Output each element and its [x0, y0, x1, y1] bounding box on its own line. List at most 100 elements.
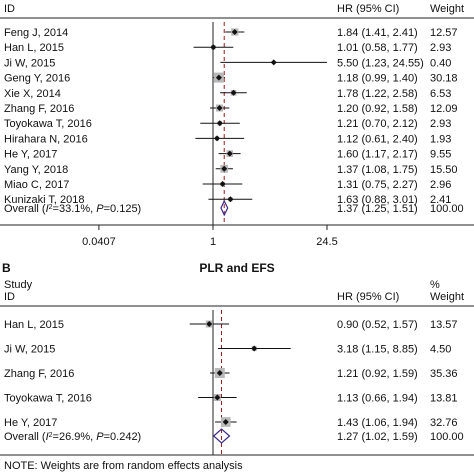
- panel-a-x-axis: 0.0407 1 24.5: [82, 224, 338, 248]
- panel-b-col-hr: HR (95% CI): [337, 291, 399, 303]
- panel-b-col-id: ID: [4, 291, 15, 303]
- panel-a-study-rows: Feng J, 2014 1.84 (1.41, 2.41) 12.57 Han L,…: [4, 22, 464, 225]
- study-point-estimate: [226, 150, 233, 157]
- study-point-estimate: [210, 44, 217, 51]
- study-weight: 2.93: [430, 42, 451, 54]
- study-point-estimate: [230, 89, 237, 96]
- study-hr-ci: 1.18 (0.99, 1.40): [337, 73, 418, 85]
- panel-b-col-pct: %: [430, 279, 440, 291]
- study-weight: 12.57: [430, 27, 458, 39]
- study-hr-ci: 1.60 (1.17, 2.17): [337, 149, 418, 161]
- study-hr-ci: 3.18 (1.15, 8.85): [337, 344, 418, 356]
- x-axis-tick-label: 24.5: [316, 236, 337, 248]
- study-hr-ci: 1.63 (0.88, 3.01): [337, 194, 418, 206]
- study-point-estimate: [251, 345, 258, 352]
- overall-weight: 100.00: [430, 431, 464, 443]
- overall-label-part: =26.9%,: [53, 431, 97, 443]
- overall-diamond: [212, 428, 231, 444]
- study-weight: 13.57: [430, 319, 458, 331]
- study-point-estimate: [231, 29, 238, 35]
- study-label: Toyokawa T, 2016: [4, 118, 92, 130]
- study-hr-ci: 1.01 (0.58, 1.77): [337, 42, 418, 54]
- forest-panel-a: ID HR (95% CI) Weight Feng J, 2014 1.84 (…: [0, 3, 474, 248]
- study-weight: 15.50: [430, 164, 458, 176]
- overall-label-part: I: [46, 431, 49, 443]
- study-hr-ci: 1.78 (1.22, 2.58): [337, 88, 418, 100]
- overall-label: Overall (I2=26.9%, P=0.242): [4, 431, 141, 443]
- overall-label-part: P: [96, 431, 104, 443]
- study-point-estimate: [270, 59, 277, 66]
- study-label: Han L, 2015: [4, 319, 64, 331]
- panel-b-study-rows: Han L, 2015 0.90 (0.52, 1.57) 13.57 Ji W, 2…: [4, 310, 464, 455]
- study-hr-ci: 0.90 (0.52, 1.57): [337, 319, 418, 331]
- study-hr-ci: 1.12 (0.61, 2.40): [337, 133, 418, 145]
- study-weight: 32.76: [430, 417, 458, 429]
- overall-label-part: 2: [49, 204, 53, 211]
- overall-label-part: I: [46, 203, 49, 215]
- study-hr-ci: 1.37 (1.08, 1.75): [337, 164, 418, 176]
- study-point-estimate: [206, 321, 213, 327]
- study-point-estimate: [215, 74, 222, 81]
- study-weight: 13.81: [430, 393, 458, 405]
- panel-b-col-weight: Weight: [430, 291, 464, 303]
- study-hr-ci: 1.21 (0.92, 1.59): [337, 368, 418, 380]
- study-weight: 4.50: [430, 344, 451, 356]
- panel-b-col-study: Study: [4, 279, 33, 291]
- study-point-estimate: [221, 165, 228, 172]
- study-weight: 0.40: [430, 57, 451, 69]
- overall-label-part: Overall (: [4, 431, 46, 443]
- panel-a-col-hr: HR (95% CI): [337, 3, 399, 15]
- study-point-estimate: [222, 419, 229, 425]
- overall-label-part: =0.125): [104, 203, 142, 215]
- study-point-estimate: [219, 181, 226, 187]
- overall-hr-ci: 1.27 (1.02, 1.59): [337, 431, 418, 443]
- study-label: Zhang F, 2016: [4, 103, 74, 115]
- overall-hr-ci: 1.37 (1.25, 1.51): [337, 203, 418, 215]
- study-hr-ci: 1.13 (0.66, 1.94): [337, 393, 418, 405]
- study-label: He Y, 2017: [4, 417, 57, 429]
- study-label: Geng Y, 2016: [4, 73, 70, 85]
- panel-a-col-id: ID: [4, 3, 15, 15]
- study-weight: 2.96: [430, 179, 451, 191]
- study-label: Xie X, 2014: [4, 88, 61, 100]
- overall-weight: 100.00: [430, 203, 464, 215]
- overall-label: Overall (I2=33.1%, P=0.125): [4, 203, 141, 215]
- overall-label-part: =0.242): [104, 431, 142, 443]
- panel-a-col-weight: Weight: [430, 3, 464, 15]
- study-label: Kunizaki T, 2018: [4, 194, 85, 206]
- study-weight: 2.93: [430, 118, 451, 130]
- x-axis-tick-label: 0.0407: [82, 236, 116, 248]
- study-label: Feng J, 2014: [4, 27, 68, 39]
- study-point-estimate: [216, 105, 223, 111]
- study-hr-ci: 1.43 (1.06, 1.94): [337, 417, 418, 429]
- panel-b-footnote: NOTE: Weights are from random effects an…: [4, 460, 243, 472]
- study-label: Zhang F, 2016: [4, 368, 74, 380]
- overall-diamond: [220, 199, 229, 217]
- study-hr-ci: 1.31 (0.75, 2.27): [337, 179, 418, 191]
- study-weight: 9.55: [430, 149, 451, 161]
- study-point-estimate: [214, 394, 221, 401]
- study-label: Miao C, 2017: [4, 179, 69, 191]
- study-weight: 2.41: [430, 194, 451, 206]
- panel-b-label: B: [2, 261, 11, 275]
- study-label: He Y, 2017: [4, 149, 57, 161]
- overall-label-part: =33.1%,: [53, 203, 97, 215]
- study-hr-ci: 5.50 (1.23, 24.55): [337, 57, 424, 69]
- study-label: Yang Y, 2018: [4, 164, 68, 176]
- overall-label-part: P: [96, 203, 104, 215]
- study-point-estimate: [216, 370, 223, 376]
- study-weight: 35.36: [430, 368, 458, 380]
- study-weight: 1.93: [430, 133, 451, 145]
- study-point-estimate: [214, 135, 221, 142]
- study-label: Toyokawa T, 2016: [4, 393, 92, 405]
- panel-b-title: PLR and EFS: [199, 261, 274, 275]
- study-label: Ji W, 2015: [4, 57, 55, 69]
- study-weight: 6.53: [430, 88, 451, 100]
- study-hr-ci: 1.21 (0.70, 2.12): [337, 118, 418, 130]
- study-label: Han L, 2015: [4, 42, 64, 54]
- x-axis-tick-label: 1: [210, 236, 216, 248]
- study-label: Hirahara N, 2016: [4, 133, 88, 145]
- study-label: Ji W, 2015: [4, 344, 55, 356]
- study-weight: 12.09: [430, 103, 458, 115]
